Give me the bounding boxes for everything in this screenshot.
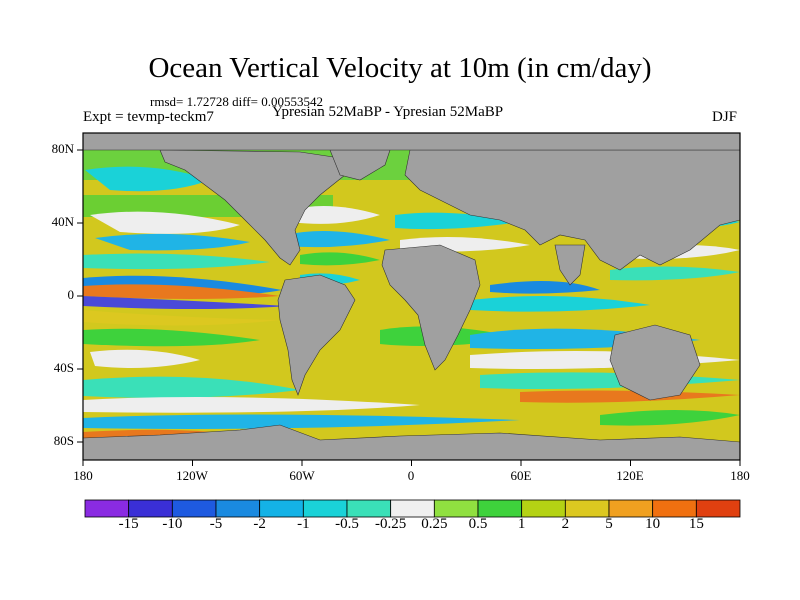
colorbar-label: -5 <box>209 516 223 532</box>
lon-label-60e: 60E <box>510 468 532 483</box>
lon-label-120e: 120E <box>616 468 644 483</box>
lat-label-80s: 80S <box>53 433 74 448</box>
colorbar-label: 15 <box>688 516 704 532</box>
comparison-label: Ypresian 52MaBP - Ypresian 52MaBP <box>272 104 504 120</box>
colorbar-label: 5 <box>605 516 613 532</box>
experiment-label: Expt = tevmp-teckm7 <box>83 109 214 125</box>
colorbar-label: 1 <box>517 516 526 532</box>
colorbar-box <box>521 499 566 518</box>
colorbar-box <box>171 499 217 518</box>
lon-label-60w: 60W <box>289 468 315 483</box>
colorbar-box <box>695 499 741 518</box>
axis-ticks <box>77 149 741 466</box>
stats-line: rmsd= 1.72728 diff= 0.00553542 <box>150 94 323 109</box>
land-antarctica <box>83 424 740 460</box>
colorbar-label: -15 <box>118 516 139 532</box>
colorbar-label: 0.5 <box>468 516 488 532</box>
colorbar-box <box>346 499 392 518</box>
land-masses <box>83 133 740 460</box>
lat-label-80n: 80N <box>51 141 74 156</box>
colorbar-label: -1 <box>297 516 310 532</box>
land-eurasia <box>404 149 740 271</box>
land-australia <box>609 324 701 401</box>
colorbar-box <box>433 499 479 518</box>
colorbar-box <box>608 499 654 518</box>
colorbar-label: -10 <box>162 516 183 532</box>
colorbar-box <box>564 499 610 518</box>
colorbar-box <box>302 499 348 518</box>
map-field <box>83 133 740 460</box>
colorbar-box <box>477 499 523 518</box>
land-arctic <box>83 133 740 151</box>
colorbar-label: -2 <box>253 516 266 532</box>
land-africa <box>381 244 481 371</box>
lon-label-180e: 180 <box>730 468 750 483</box>
lat-label-40s: 40S <box>53 360 74 375</box>
lon-label-120w: 120W <box>176 468 208 483</box>
land-india <box>554 244 586 286</box>
colorbar-label: -0.25 <box>375 516 407 532</box>
colorbar-label: -0.5 <box>335 516 359 532</box>
land-south-america <box>277 274 356 396</box>
colorbar <box>84 499 741 518</box>
plot-title: Ocean Vertical Velocity at 10m (in cm/da… <box>148 52 652 84</box>
colorbar-box <box>652 499 697 518</box>
lat-label-40n: 40N <box>51 214 74 229</box>
colorbar-box <box>84 499 130 518</box>
lon-label-180w: 180 <box>73 468 93 483</box>
colorbar-box <box>128 499 173 518</box>
colorbar-label: 10 <box>645 516 661 532</box>
colorbar-box <box>215 499 261 518</box>
colorbar-box <box>390 499 435 518</box>
lat-label-0: 0 <box>67 287 75 302</box>
colorbar-label: 2 <box>561 516 570 532</box>
season-label: DJF <box>712 109 738 125</box>
lon-label-0: 0 <box>407 468 415 483</box>
colorbar-label: 0.25 <box>421 516 448 532</box>
colorbar-box <box>259 499 304 518</box>
